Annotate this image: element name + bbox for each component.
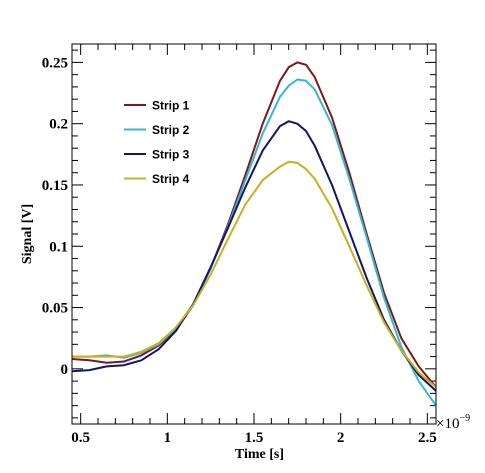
series-line-strip-3 bbox=[71, 120, 437, 392]
x-tick-label: 2 bbox=[337, 430, 345, 446]
y-tick-label: 0.1 bbox=[49, 239, 68, 255]
legend-label-strip-3: Strip 3 bbox=[152, 148, 190, 162]
series-layer bbox=[71, 61, 437, 407]
y-tick-label: 0.15 bbox=[42, 178, 68, 194]
y-tick-label: 0.25 bbox=[42, 55, 68, 71]
series-line-strip-4 bbox=[72, 160, 437, 388]
y-tick-label: 0.05 bbox=[42, 301, 68, 317]
legend-label-strip-1: Strip 1 bbox=[152, 99, 190, 113]
x-axis-exponent: ×10−9 bbox=[436, 413, 470, 432]
y-axis-ticks: 0 0.05 0.1 0.15 0.2 0.25 bbox=[42, 49, 436, 419]
x-tick-label: 2.5 bbox=[418, 430, 437, 446]
y-tick-label: 0.2 bbox=[49, 117, 68, 133]
legend: Strip 1 Strip 2 Strip 3 Strip 4 bbox=[124, 99, 190, 186]
legend-label-strip-4: Strip 4 bbox=[152, 172, 190, 186]
x-tick-label: 0.5 bbox=[71, 430, 90, 446]
x-axis-ticks: 0.5 1 1.5 2 2.5 bbox=[71, 44, 437, 446]
y-tick-label: 0 bbox=[61, 362, 69, 378]
x-exponent-power: −9 bbox=[459, 413, 470, 424]
x-tick-label: 1.5 bbox=[245, 430, 264, 446]
x-tick-label: 1 bbox=[164, 430, 172, 446]
x-axis-title: Time [s] bbox=[235, 447, 284, 462]
series-line-strip-1 bbox=[71, 61, 437, 388]
series-line-strip-2 bbox=[72, 78, 437, 407]
y-axis-title: Signal [V] bbox=[20, 204, 35, 264]
plot-frame bbox=[71, 43, 437, 425]
x-exponent-base: ×10 bbox=[436, 416, 459, 432]
legend-label-strip-2: Strip 2 bbox=[152, 123, 190, 137]
